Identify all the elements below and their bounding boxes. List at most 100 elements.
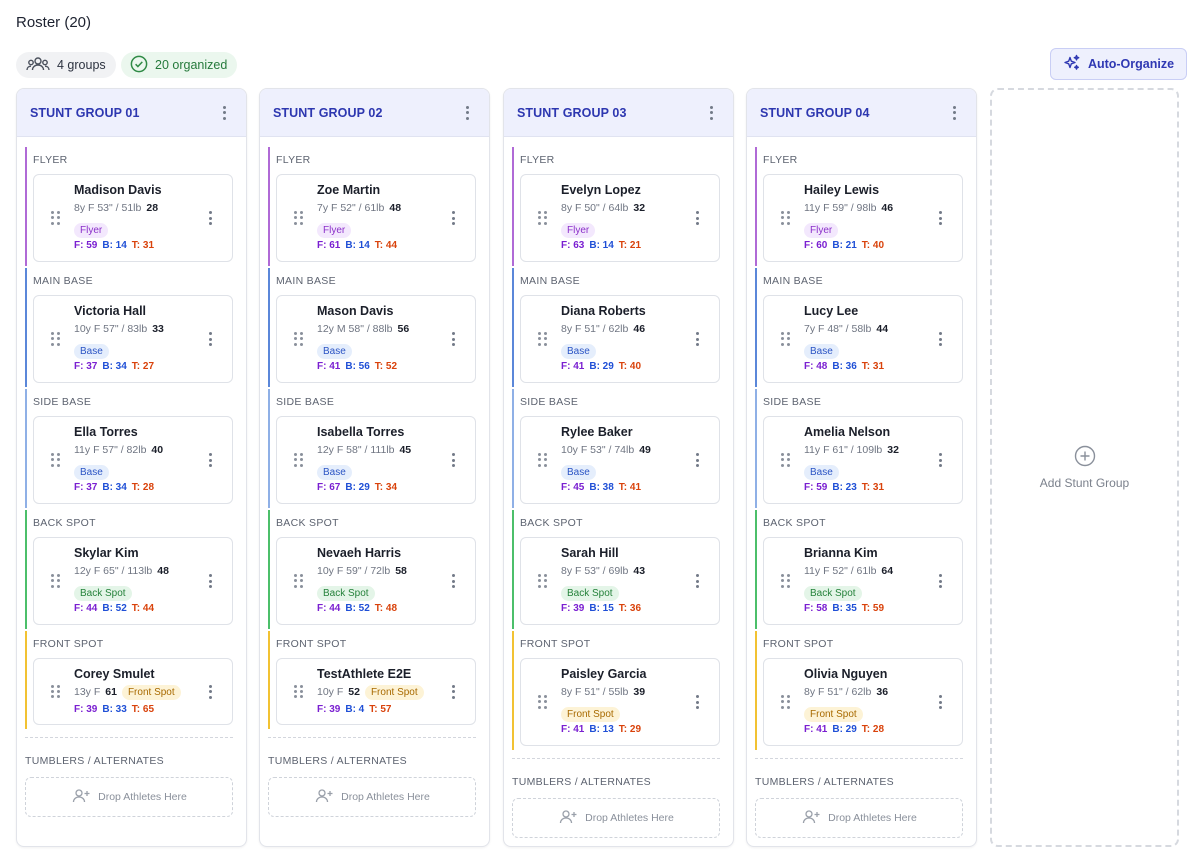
drag-handle-icon[interactable] bbox=[294, 453, 303, 467]
athlete-more-icon[interactable] bbox=[445, 450, 461, 470]
athlete-more-icon[interactable] bbox=[202, 450, 218, 470]
athlete-name: Lucy Lee bbox=[804, 304, 859, 318]
athlete-card[interactable]: Diana Roberts 8y F 51" / 62lb 46 Base F: 41 B… bbox=[520, 295, 720, 383]
position-section: FRONT SPOT Olivia Nguyen 8y F 51" / 62lb 36… bbox=[755, 631, 963, 750]
athlete-more-icon[interactable] bbox=[932, 329, 948, 349]
athlete-more-icon[interactable] bbox=[689, 208, 705, 228]
athlete-card[interactable]: Ella Torres 11y F 57" / 82lb 40 Base F: 37 B:… bbox=[33, 416, 233, 504]
base-rating: B: 52 bbox=[345, 603, 370, 614]
drag-handle-icon[interactable] bbox=[51, 211, 60, 225]
drag-handle-icon[interactable] bbox=[538, 574, 547, 588]
drag-handle-icon[interactable] bbox=[294, 574, 303, 588]
add-user-icon bbox=[558, 809, 578, 828]
tumbling-rating: T: 28 bbox=[131, 482, 155, 493]
role-badge: Base bbox=[561, 465, 596, 480]
athlete-more-icon[interactable] bbox=[202, 329, 218, 349]
group-more-icon[interactable] bbox=[216, 103, 232, 123]
athlete-more-icon[interactable] bbox=[445, 571, 461, 591]
tumbling-rating: T: 31 bbox=[861, 361, 885, 372]
tumbling-rating: T: 52 bbox=[374, 361, 398, 372]
drop-zone-label: Drop Athletes Here bbox=[828, 812, 917, 824]
stunt-group-column: STUNT GROUP 04 FLYER Hailey Lewis 11y F 59"… bbox=[746, 88, 977, 847]
drag-handle-icon[interactable] bbox=[294, 211, 303, 225]
athlete-more-icon[interactable] bbox=[445, 329, 461, 349]
auto-organize-button[interactable]: Auto-Organize bbox=[1050, 48, 1187, 80]
position-label: FLYER bbox=[276, 154, 311, 166]
athlete-more-icon[interactable] bbox=[445, 682, 461, 702]
drag-handle-icon[interactable] bbox=[51, 453, 60, 467]
drop-zone[interactable]: Drop Athletes Here bbox=[268, 777, 476, 817]
group-more-icon[interactable] bbox=[703, 103, 719, 123]
athlete-card[interactable]: Isabella Torres 12y F 58" / 111lb 45 Base F:… bbox=[276, 416, 476, 504]
athlete-more-icon[interactable] bbox=[932, 450, 948, 470]
athlete-card[interactable]: Evelyn Lopez 8y F 50" / 64lb 32 Flyer F: 63 B… bbox=[520, 174, 720, 262]
flyer-rating: F: 59 bbox=[74, 240, 98, 251]
athlete-card[interactable]: Mason Davis 12y M 58" / 88lb 56 Base F: 41 B:… bbox=[276, 295, 476, 383]
athlete-card[interactable]: Rylee Baker 10y F 53" / 74lb 49 Base F: 45 B:… bbox=[520, 416, 720, 504]
drag-handle-icon[interactable] bbox=[294, 684, 303, 699]
athlete-more-icon[interactable] bbox=[932, 692, 948, 712]
flyer-rating: F: 45 bbox=[561, 482, 585, 493]
drag-handle-icon[interactable] bbox=[538, 332, 547, 346]
athlete-card[interactable]: Sarah Hill 8y F 53" / 69lb 43 Back Spot F: 3… bbox=[520, 537, 720, 625]
athlete-card[interactable]: Amelia Nelson 11y F 61" / 109lb 32 Base F: 5… bbox=[763, 416, 963, 504]
athlete-card[interactable]: Olivia Nguyen 8y F 51" / 62lb 36 Front Spot… bbox=[763, 658, 963, 746]
athlete-more-icon[interactable] bbox=[202, 208, 218, 228]
drag-handle-icon[interactable] bbox=[781, 574, 790, 588]
athlete-more-icon[interactable] bbox=[689, 450, 705, 470]
drag-handle-icon[interactable] bbox=[538, 453, 547, 467]
flyer-rating: F: 39 bbox=[317, 704, 341, 715]
flyer-rating: F: 37 bbox=[74, 482, 98, 493]
drop-zone[interactable]: Drop Athletes Here bbox=[512, 798, 720, 838]
athlete-more-icon[interactable] bbox=[202, 682, 218, 702]
athlete-more-icon[interactable] bbox=[689, 571, 705, 591]
athlete-card[interactable]: Zoe Martin 7y F 52" / 61lb 48 Flyer F: 61 B: … bbox=[276, 174, 476, 262]
athlete-name: Corey Smulet bbox=[74, 667, 155, 681]
skill-ratings: F: 67 B: 29 T: 34 bbox=[317, 481, 447, 494]
drag-handle-icon[interactable] bbox=[51, 574, 60, 588]
drag-handle-icon[interactable] bbox=[51, 332, 60, 346]
athlete-card[interactable]: Nevaeh Harris 10y F 59" / 72lb 58 Back Spot… bbox=[276, 537, 476, 625]
drag-handle-icon[interactable] bbox=[781, 695, 790, 709]
athlete-more-icon[interactable] bbox=[689, 692, 705, 712]
group-more-icon[interactable] bbox=[946, 103, 962, 123]
athlete-info: Zoe Martin 7y F 52" / 61lb 48 Flyer F: 61 B: … bbox=[317, 183, 447, 252]
drag-handle-icon[interactable] bbox=[294, 332, 303, 346]
position-section: FLYER Hailey Lewis 11y F 59" / 98lb 46 Flyer… bbox=[755, 147, 963, 266]
athlete-more-icon[interactable] bbox=[445, 208, 461, 228]
drag-handle-icon[interactable] bbox=[51, 684, 60, 699]
athlete-score: 64 bbox=[881, 565, 894, 577]
athlete-card[interactable]: Brianna Kim 11y F 52" / 61lb 64 Back Spot F:… bbox=[763, 537, 963, 625]
drag-handle-icon[interactable] bbox=[781, 332, 790, 346]
drop-zone[interactable]: Drop Athletes Here bbox=[25, 777, 233, 817]
athlete-info: Sarah Hill 8y F 53" / 69lb 43 Back Spot F: 3… bbox=[561, 546, 691, 615]
athlete-card[interactable]: Hailey Lewis 11y F 59" / 98lb 46 Flyer F: 60… bbox=[763, 174, 963, 262]
athlete-more-icon[interactable] bbox=[689, 329, 705, 349]
athlete-card[interactable]: TestAthlete E2E 10y F 52 Front Spot F: 39 B: … bbox=[276, 658, 476, 725]
skill-ratings: F: 39 B: 33 T: 65 bbox=[74, 703, 204, 716]
athlete-info: Rylee Baker 10y F 53" / 74lb 49 Base F: 45 B:… bbox=[561, 425, 691, 494]
group-more-icon[interactable] bbox=[459, 103, 475, 123]
athlete-card[interactable]: Lucy Lee 7y F 48" / 58lb 44 Base F: 48 B: 36 T… bbox=[763, 295, 963, 383]
athlete-more-icon[interactable] bbox=[202, 571, 218, 591]
add-stunt-group-button[interactable]: Add Stunt Group bbox=[990, 88, 1179, 847]
athlete-card[interactable]: Skylar Kim 12y F 65" / 113lb 48 Back Spot F:… bbox=[33, 537, 233, 625]
role-badge-row: Back Spot bbox=[804, 583, 934, 601]
drag-handle-icon[interactable] bbox=[781, 211, 790, 225]
athlete-info: Hailey Lewis 11y F 59" / 98lb 46 Flyer F: 60… bbox=[804, 183, 934, 252]
athlete-more-icon[interactable] bbox=[932, 571, 948, 591]
drag-handle-icon[interactable] bbox=[538, 695, 547, 709]
athlete-card[interactable]: Victoria Hall 10y F 57" / 83lb 33 Base F: 37… bbox=[33, 295, 233, 383]
drag-handle-icon[interactable] bbox=[781, 453, 790, 467]
flyer-rating: F: 39 bbox=[74, 704, 98, 715]
athlete-card[interactable]: Madison Davis 8y F 53" / 51lb 28 Flyer F: 59… bbox=[33, 174, 233, 262]
skill-ratings: F: 41 B: 29 T: 40 bbox=[561, 360, 691, 373]
stunt-group-column: STUNT GROUP 03 FLYER Evelyn Lopez 8y F 50" … bbox=[503, 88, 734, 847]
athlete-card[interactable]: Corey Smulet 13y F 61 Front Spot F: 39 B: 33 T… bbox=[33, 658, 233, 725]
drag-handle-icon[interactable] bbox=[538, 211, 547, 225]
athlete-more-icon[interactable] bbox=[932, 208, 948, 228]
athlete-card[interactable]: Paisley Garcia 8y F 51" / 55lb 39 Front Spo… bbox=[520, 658, 720, 746]
role-badge: Back Spot bbox=[561, 586, 619, 601]
drop-zone[interactable]: Drop Athletes Here bbox=[755, 798, 963, 838]
role-badge: Flyer bbox=[561, 223, 596, 238]
